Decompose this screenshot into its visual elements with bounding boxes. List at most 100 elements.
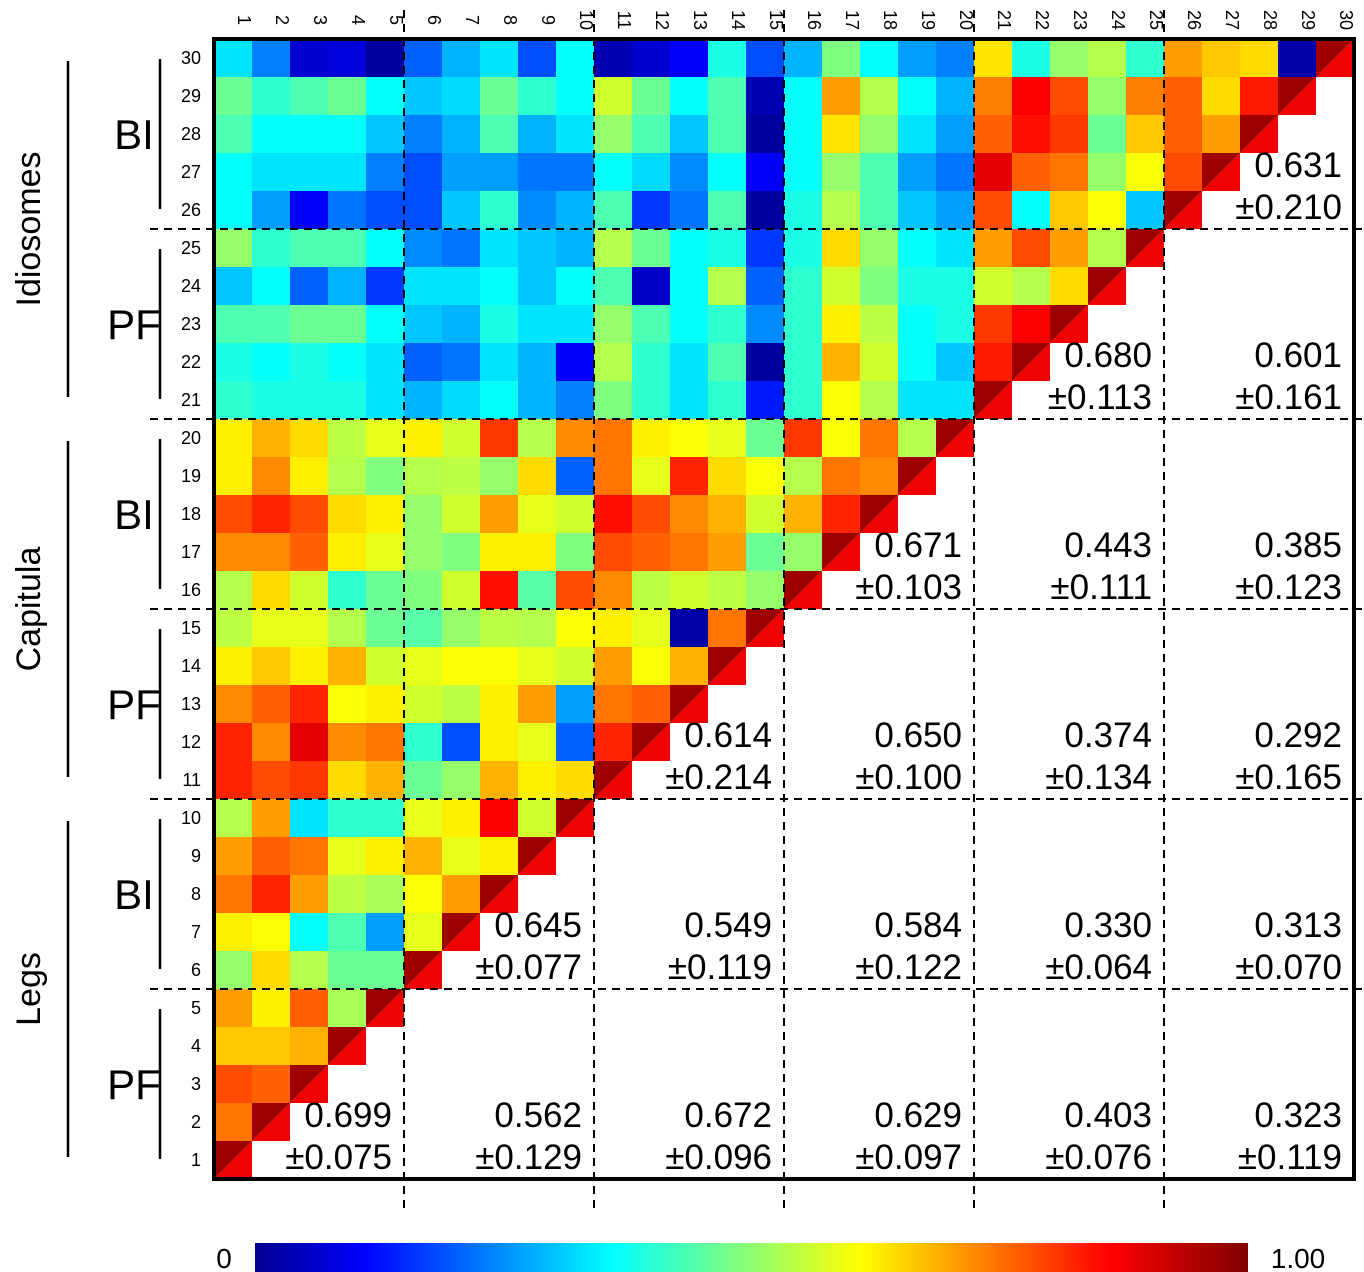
- heatmap-cell: [1164, 115, 1203, 154]
- heatmap-cell: [1088, 153, 1127, 192]
- heatmap-cell: [708, 191, 747, 230]
- heatmap-cell: [480, 39, 519, 78]
- heatmap-cell: [708, 343, 747, 382]
- heatmap-cell: [822, 191, 861, 230]
- heatmap-cell: [518, 153, 557, 192]
- heatmap-cell: [594, 495, 633, 534]
- heatmap-cell: [442, 723, 481, 762]
- heatmap-cell: [404, 419, 443, 458]
- heatmap-cell: [518, 419, 557, 458]
- heatmap-cell: [214, 875, 253, 914]
- heatmap-cell: [366, 761, 405, 800]
- x-tick-labels: 1 2 3 4 5 6 7 8 9 10 11 12 13 14 15 16 17 18 19 20 21 22 23 24 2…: [234, 10, 1356, 30]
- heatmap-cell: [328, 115, 367, 154]
- block-sd: ±0.161: [1235, 378, 1342, 417]
- heatmap-cell: [518, 381, 557, 420]
- heatmap-cell: [556, 39, 595, 78]
- heatmap-cell: [290, 229, 329, 268]
- y-tick-label: 29: [181, 86, 201, 106]
- heatmap-cell: [214, 609, 253, 648]
- heatmap-cell: [366, 799, 405, 838]
- block-sd: ±0.100: [855, 758, 962, 797]
- heatmap-cell: [556, 381, 595, 420]
- heatmap-cell: [252, 77, 291, 116]
- heatmap-cell: [632, 77, 671, 116]
- subgroup-label: PF: [107, 301, 161, 348]
- y-tick-label: 11: [182, 770, 201, 790]
- heatmap-cell: [670, 77, 709, 116]
- diagonal-cell-upper: [1050, 305, 1088, 343]
- group-label: Idiosomes: [10, 152, 48, 307]
- diagonal-cell-upper: [556, 799, 594, 837]
- heatmap-cell: [366, 457, 405, 496]
- y-tick-label: 21: [181, 390, 201, 410]
- heatmap-cell: [556, 723, 595, 762]
- y-tick-labels: 1234567891011121314151617181920212223242…: [181, 48, 201, 1170]
- x-tick-label: 14: [728, 10, 748, 30]
- heatmap-cell: [366, 571, 405, 610]
- heatmap-cell: [746, 533, 785, 572]
- heatmap-cell: [556, 229, 595, 268]
- heatmap-cell: [746, 343, 785, 382]
- heatmap-cell: [442, 609, 481, 648]
- heatmap-cell: [556, 685, 595, 724]
- heatmap-cell: [290, 951, 329, 990]
- heatmap-cell: [1012, 229, 1051, 268]
- heatmap-cell: [974, 267, 1013, 306]
- heatmap-cell: [214, 115, 253, 154]
- x-tick-label: 5: [386, 15, 406, 25]
- heatmap-cell: [594, 419, 633, 458]
- block-sd: ±0.119: [1238, 1138, 1342, 1177]
- heatmap-cell: [594, 533, 633, 572]
- heatmap-cell: [252, 153, 291, 192]
- heatmap-cell: [1240, 77, 1279, 116]
- heatmap-cell: [252, 913, 291, 952]
- heatmap-cell: [214, 343, 253, 382]
- heatmap-cell: [1012, 39, 1051, 78]
- heatmap-cell: [898, 191, 937, 230]
- heatmap-cell: [556, 495, 595, 534]
- heatmap-cell: [632, 381, 671, 420]
- heatmap-cell: [708, 229, 747, 268]
- heatmap-cell: [252, 685, 291, 724]
- heatmap-cell: [1050, 229, 1089, 268]
- subgroup-label: PF: [107, 1061, 161, 1108]
- heatmap-cell: [784, 153, 823, 192]
- heatmap-cell: [328, 609, 367, 648]
- group-label: Capitula: [10, 547, 48, 672]
- diagonal-cell-upper: [974, 381, 1012, 419]
- diagonal-cell-upper: [632, 723, 670, 761]
- heatmap-cell: [594, 571, 633, 610]
- block-sd: ±0.064: [1045, 948, 1152, 987]
- heatmap-cell: [708, 495, 747, 534]
- heatmap-cell: [480, 419, 519, 458]
- heatmap-cell: [708, 267, 747, 306]
- heatmap-cell: [746, 115, 785, 154]
- heatmap-cell: [708, 419, 747, 458]
- x-tick-label: 6: [424, 15, 444, 25]
- heatmap-cell: [1012, 77, 1051, 116]
- diagonal-cell-upper: [442, 913, 480, 951]
- block-sd: ±0.076: [1045, 1138, 1152, 1177]
- diagonal-cell-upper: [518, 837, 556, 875]
- heatmap-cell: [1202, 77, 1241, 116]
- y-tick-label: 14: [181, 656, 201, 676]
- x-tick-label: 2: [272, 15, 292, 25]
- diagonal-cell-upper: [214, 1141, 252, 1179]
- heatmap-cell: [860, 39, 899, 78]
- diagonal-cell-upper: [1164, 191, 1202, 229]
- x-tick-label: 12: [652, 10, 672, 30]
- y-tick-label: 26: [181, 200, 201, 220]
- subgroup-label: BI: [114, 111, 154, 158]
- heatmap-cell: [898, 343, 937, 382]
- heatmap-cell: [784, 533, 823, 572]
- heatmap-cell: [290, 115, 329, 154]
- heatmap-cell: [290, 77, 329, 116]
- heatmap-cell: [594, 381, 633, 420]
- heatmap-cell: [442, 229, 481, 268]
- heatmap-cell: [290, 647, 329, 686]
- heatmap-cell: [518, 77, 557, 116]
- heatmap-cell: [442, 837, 481, 876]
- heatmap-cell: [404, 799, 443, 838]
- heatmap-cell: [594, 609, 633, 648]
